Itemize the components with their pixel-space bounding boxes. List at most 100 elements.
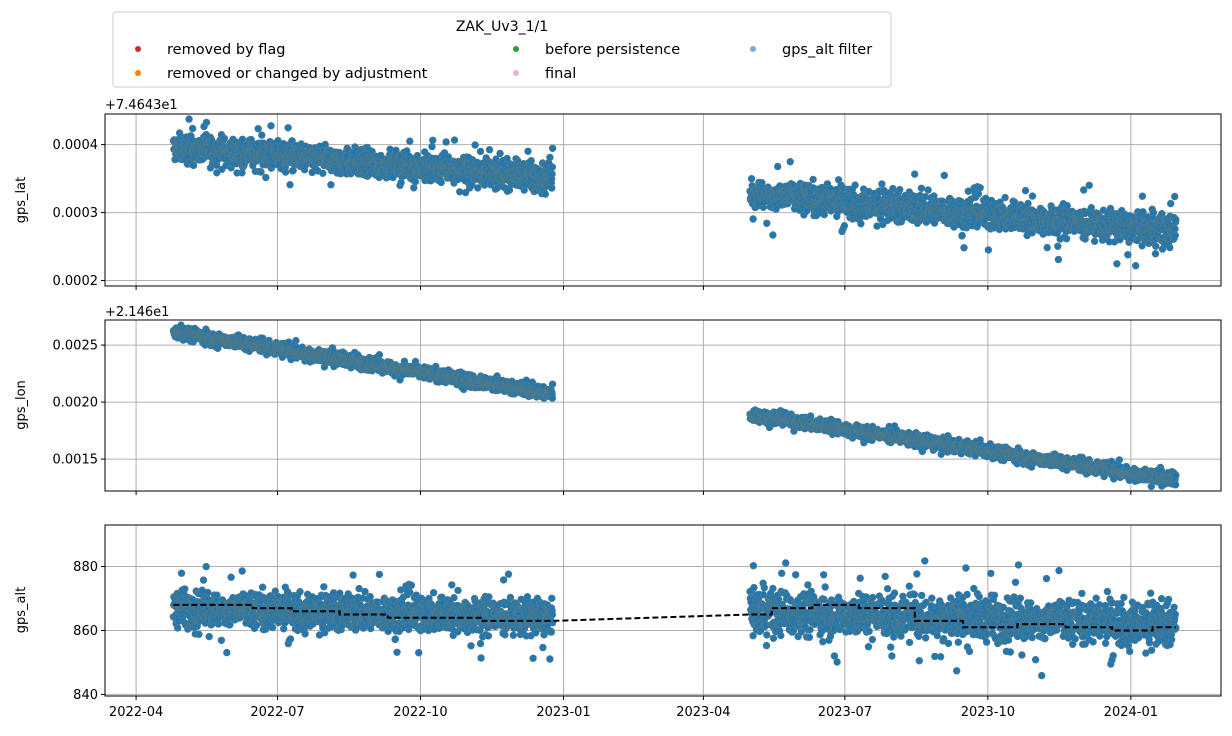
data-point — [548, 170, 556, 178]
data-point — [476, 147, 485, 156]
data-point — [1171, 231, 1179, 239]
legend-marker-final — [513, 70, 519, 76]
scatter-points — [169, 321, 1180, 491]
panel-gps-lat: 0.0002 0.0003 0.0004 gps_lat +7.4643e1 — [14, 98, 1222, 290]
data-point — [1063, 201, 1071, 210]
data-point — [1021, 186, 1030, 195]
y-axis-label: gps_lat — [14, 177, 29, 223]
legend-frame — [112, 11, 892, 88]
data-point — [327, 180, 335, 189]
legend-title: ZAK_Uv3_1/1 — [456, 19, 548, 35]
data-point — [548, 394, 557, 402]
data-point — [548, 144, 557, 152]
data-point — [924, 186, 932, 194]
data-point — [262, 173, 270, 182]
data-point — [410, 184, 418, 192]
data-point — [976, 184, 984, 192]
data-point — [809, 175, 817, 184]
data-point — [857, 220, 865, 228]
data-point — [286, 180, 294, 189]
data-point — [406, 137, 414, 145]
data-point — [254, 124, 262, 133]
scatter-points — [169, 115, 1180, 270]
data-point — [889, 184, 897, 193]
data-point — [774, 162, 782, 171]
data-point — [188, 124, 197, 133]
legend-label-removed-or-changed: removed or changed by adjustment — [167, 66, 428, 82]
y-tick-label: 0.0004 — [53, 138, 99, 153]
data-point — [1138, 192, 1147, 200]
data-point — [258, 131, 266, 139]
data-point — [763, 219, 771, 227]
data-point — [1054, 242, 1062, 250]
legend: ZAK_Uv3_1/1 removed by flag removed or c… — [112, 11, 892, 88]
data-point — [429, 136, 437, 144]
data-point — [548, 184, 556, 192]
data-point — [1172, 215, 1180, 224]
data-point — [541, 190, 549, 198]
data-point — [450, 136, 459, 144]
data-point — [960, 244, 968, 252]
data-point — [772, 205, 780, 213]
data-point — [1087, 203, 1095, 212]
data-point — [747, 174, 756, 183]
data-point — [375, 351, 384, 359]
data-point — [548, 163, 557, 171]
data-point — [1090, 237, 1099, 245]
legend-label-gps-alt-filter: gps_alt filter — [782, 42, 872, 58]
y-tick-label: 0.0002 — [53, 274, 99, 289]
data-point — [189, 161, 198, 170]
data-point — [202, 118, 211, 127]
data-point — [213, 169, 221, 177]
data-point — [749, 215, 757, 223]
data-point — [917, 184, 926, 192]
data-point — [548, 380, 557, 388]
data-point — [267, 122, 275, 130]
data-point — [288, 137, 296, 145]
axis-offset-label: +7.4643e1 — [105, 98, 178, 113]
data-point — [1124, 250, 1132, 259]
data-point — [786, 157, 794, 166]
data-point — [185, 115, 193, 123]
data-point — [878, 180, 886, 188]
data-point — [958, 231, 966, 240]
data-point — [984, 246, 993, 254]
data-point — [284, 124, 292, 132]
data-point — [442, 138, 450, 146]
data-point — [437, 178, 445, 187]
data-point — [1113, 260, 1121, 268]
legend-marker-removed-by-flag — [135, 46, 141, 52]
data-point — [1001, 193, 1009, 202]
data-point — [485, 145, 494, 154]
data-point — [411, 177, 420, 186]
data-point — [238, 135, 247, 143]
data-point — [289, 166, 297, 175]
data-point — [428, 142, 436, 151]
legend-label-removed-by-flag: removed by flag — [167, 42, 286, 58]
data-point — [257, 168, 265, 176]
data-point — [911, 170, 919, 178]
y-tick-label: 0.0003 — [53, 206, 99, 221]
data-point — [1054, 255, 1063, 264]
data-point — [220, 134, 229, 143]
data-point — [471, 141, 479, 149]
data-point — [896, 185, 904, 194]
data-point — [769, 231, 777, 239]
data-point — [1062, 234, 1071, 243]
data-point — [1079, 186, 1088, 194]
data-point — [820, 210, 828, 219]
legend-label-before-persistence: before persistence — [545, 42, 680, 58]
data-point — [281, 168, 290, 176]
data-point — [461, 188, 470, 197]
data-point — [1116, 236, 1124, 244]
data-point — [1152, 242, 1160, 250]
data-point — [806, 412, 815, 420]
data-point — [840, 221, 849, 230]
data-point — [802, 207, 811, 215]
legend-label-final: final — [545, 66, 576, 82]
legend-marker-removed-or-changed — [135, 70, 141, 76]
data-point — [292, 336, 300, 345]
data-point — [397, 178, 405, 187]
data-point — [546, 153, 554, 162]
